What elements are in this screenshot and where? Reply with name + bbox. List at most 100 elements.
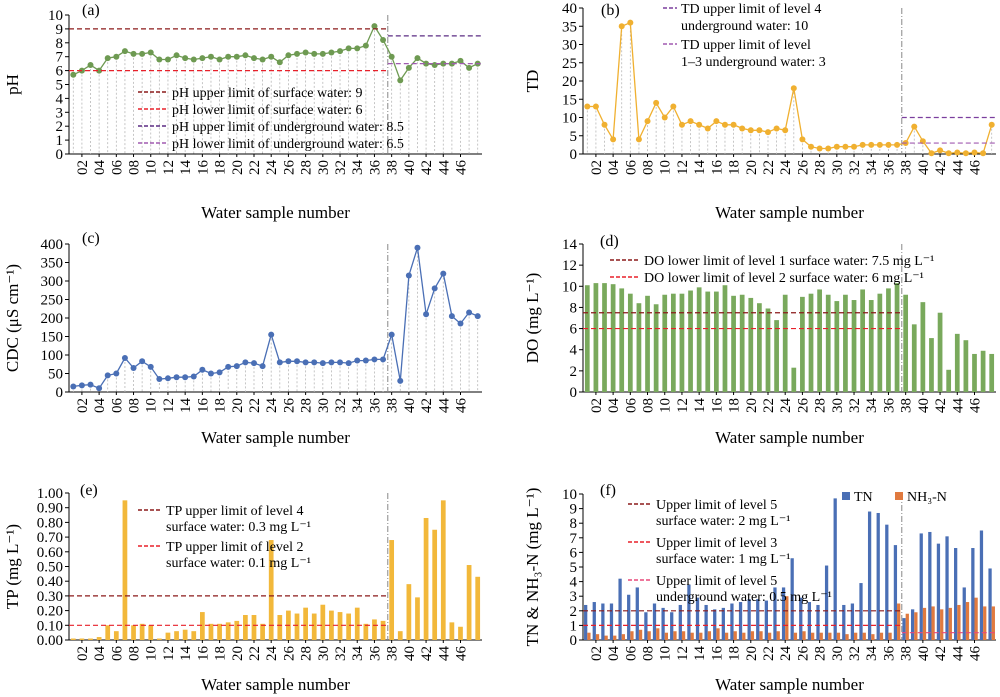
x-tick-label: 40 xyxy=(916,398,932,413)
x-tick-label: 12 xyxy=(675,398,691,413)
x-tick-label: 12 xyxy=(161,646,177,661)
x-tick-label: 02 xyxy=(589,398,605,413)
x-tick-label: 28 xyxy=(299,160,315,175)
data-bar xyxy=(449,622,455,640)
data-bar-tn xyxy=(833,498,837,640)
data-point xyxy=(250,360,257,367)
x-axis-label: Water sample number xyxy=(201,428,350,447)
x-tick-label: 10 xyxy=(144,398,160,413)
data-bar-tn xyxy=(704,604,708,640)
data-bar xyxy=(782,294,788,392)
data-bar-nh3n xyxy=(656,628,660,640)
y-tick-label: 10 xyxy=(562,487,577,503)
data-bar-tn xyxy=(885,524,889,640)
data-bar-tn xyxy=(644,612,648,640)
y-axis-label: TD xyxy=(523,70,542,93)
x-tick-label: 36 xyxy=(881,646,897,662)
data-point xyxy=(423,311,430,318)
data-point xyxy=(130,364,137,371)
data-bar-nh3n xyxy=(905,613,909,640)
data-bar-nh3n xyxy=(948,607,952,640)
data-bar xyxy=(645,295,650,392)
data-point xyxy=(311,359,318,366)
data-point xyxy=(78,382,85,389)
data-point xyxy=(988,121,995,128)
x-tick-label: 46 xyxy=(967,160,983,176)
x-tick-label: 14 xyxy=(692,398,708,414)
x-tick-label: 24 xyxy=(264,160,280,176)
data-bar-tn xyxy=(756,599,760,640)
data-bar xyxy=(243,615,248,640)
y-tick-label: 2 xyxy=(570,364,578,380)
series-legend-label: NH₃-N xyxy=(907,490,947,505)
data-point xyxy=(704,125,711,132)
x-tick-label: 16 xyxy=(195,646,211,662)
data-point xyxy=(225,363,232,370)
x-tick-label: 20 xyxy=(230,398,246,413)
y-tick-label: 7 xyxy=(56,50,64,66)
y-tick-label: 150 xyxy=(41,330,64,346)
data-bar-tn xyxy=(781,587,786,640)
data-point xyxy=(618,23,625,30)
data-bar-tn xyxy=(928,531,932,640)
panel-label: (f) xyxy=(600,482,616,499)
x-tick-label: 40 xyxy=(402,646,418,661)
data-point xyxy=(121,48,128,55)
data-point xyxy=(687,118,694,125)
data-bar-tn xyxy=(910,609,915,640)
y-tick-label: 200 xyxy=(41,311,64,327)
data-point xyxy=(164,375,171,382)
x-tick-label: 30 xyxy=(830,398,846,413)
data-bar xyxy=(277,615,283,640)
data-bar xyxy=(199,612,205,640)
y-tick-label: 12 xyxy=(562,258,577,274)
y-tick-label: 250 xyxy=(41,293,64,309)
data-bar xyxy=(423,517,429,640)
x-tick-label: 26 xyxy=(795,398,811,414)
legend-label: underground water: 10 xyxy=(681,19,808,34)
y-tick-label: 5 xyxy=(570,129,578,145)
data-point xyxy=(225,53,232,60)
x-tick-label: 14 xyxy=(178,398,194,414)
x-tick-label: 18 xyxy=(727,398,743,413)
data-bar xyxy=(397,631,403,640)
data-point xyxy=(474,313,481,320)
data-point xyxy=(259,56,266,63)
data-bar xyxy=(851,300,857,392)
data-point xyxy=(113,370,120,377)
y-tick-label: 5 xyxy=(56,78,64,94)
data-bar xyxy=(610,284,616,392)
x-tick-label: 38 xyxy=(899,160,915,175)
legend-label: TD upper limit of level 4 xyxy=(681,2,821,17)
data-point xyxy=(894,141,901,148)
data-bar-tn xyxy=(876,512,880,640)
data-bar-tn xyxy=(919,533,923,640)
y-tick-label: 10 xyxy=(562,279,577,295)
data-bar xyxy=(808,293,814,392)
data-bar-nh3n xyxy=(587,632,591,640)
data-bar-nh3n xyxy=(836,632,841,640)
data-bar xyxy=(877,293,883,392)
data-bar-nh3n xyxy=(707,631,712,640)
data-point xyxy=(311,50,318,57)
data-bar-tn xyxy=(773,587,777,640)
x-tick-label: 16 xyxy=(709,398,725,414)
data-bar-tn xyxy=(850,603,855,640)
data-bar-tn xyxy=(687,584,691,640)
data-point xyxy=(627,19,634,26)
data-point xyxy=(319,360,326,367)
data-point xyxy=(173,374,180,381)
data-point xyxy=(190,373,197,380)
data-point xyxy=(70,71,77,78)
data-point xyxy=(782,127,789,134)
data-point xyxy=(354,357,361,364)
x-tick-label: 22 xyxy=(761,160,777,175)
x-tick-label: 02 xyxy=(589,646,605,661)
data-bar-tn xyxy=(618,578,622,640)
x-axis-label: Water sample number xyxy=(201,675,350,694)
data-bar-tn xyxy=(902,618,906,640)
data-bar xyxy=(989,353,995,392)
data-bar-tn xyxy=(713,609,717,640)
